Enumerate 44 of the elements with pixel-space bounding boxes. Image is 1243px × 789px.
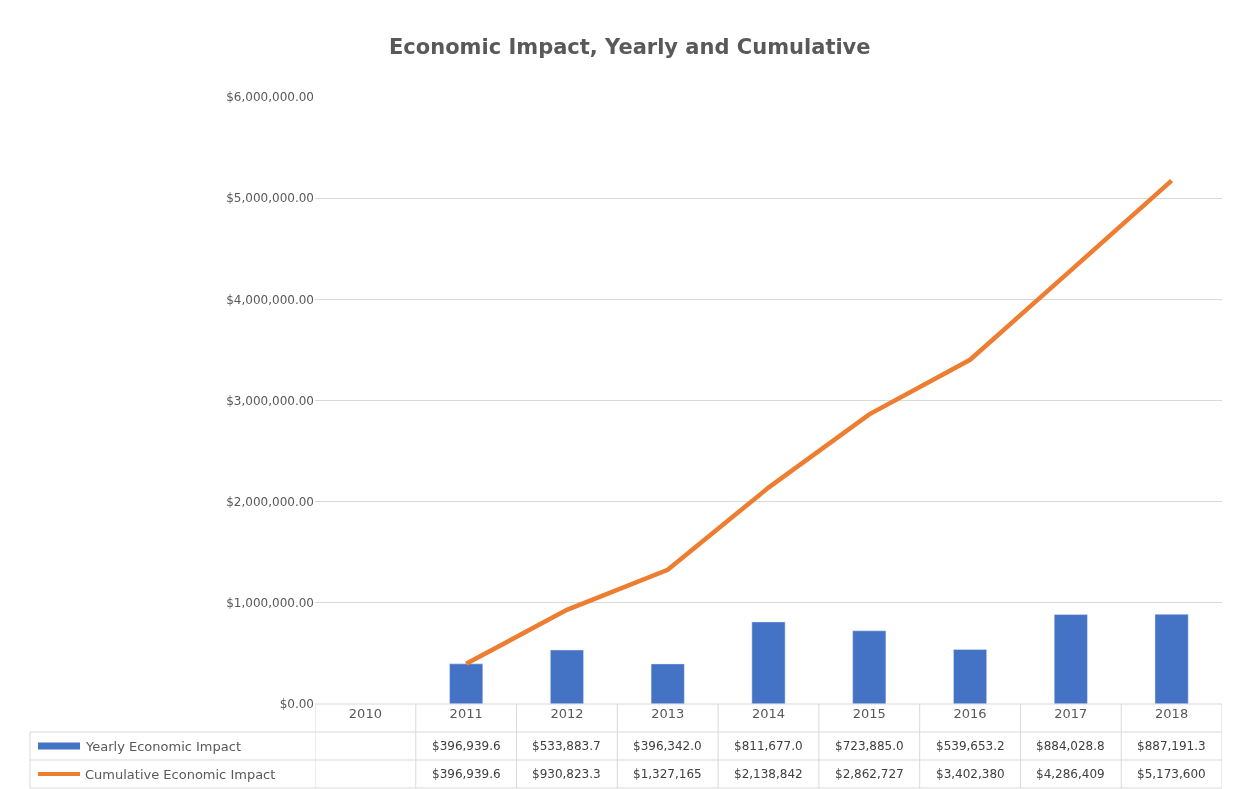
bar bbox=[650, 663, 685, 704]
bar bbox=[1053, 614, 1088, 704]
y-tick-label: $3,000,000.00 bbox=[226, 393, 314, 408]
data-label: $2,862,727 bbox=[835, 767, 904, 781]
chart-title: Economic Impact, Yearly and Cumulative bbox=[389, 35, 871, 59]
y-tick-label: $1,000,000.00 bbox=[226, 596, 314, 611]
x-tick-label: 2015 bbox=[852, 706, 886, 721]
x-tick-label: 2014 bbox=[751, 706, 786, 721]
data-label: $5,173,600 bbox=[1137, 767, 1206, 781]
data-label: $4,286,409 bbox=[1036, 767, 1105, 781]
data-label: $723,885.0 bbox=[835, 739, 904, 753]
bar bbox=[751, 621, 786, 704]
data-label: $930,823.3 bbox=[532, 767, 601, 781]
x-tick-label: 2016 bbox=[953, 706, 987, 721]
data-label: $533,883.7 bbox=[532, 739, 601, 753]
line-series bbox=[463, 178, 1174, 667]
y-tick-label: $2,000,000.00 bbox=[226, 494, 314, 509]
x-tick-label: 2010 bbox=[348, 706, 382, 721]
bar bbox=[550, 649, 584, 704]
x-tick-label: 2013 bbox=[651, 706, 685, 721]
data-label: $3,402,380 bbox=[936, 767, 1005, 781]
x-tick-label: 2018 bbox=[1155, 706, 1189, 721]
bar bbox=[852, 630, 887, 704]
data-label: $1,327,165 bbox=[633, 767, 702, 781]
bar bbox=[953, 649, 987, 704]
y-tick-label: $5,000,000.00 bbox=[226, 191, 314, 206]
y-tick-label: $6,000,000.00 bbox=[226, 90, 314, 105]
bar bbox=[449, 663, 484, 704]
x-tick-label: 2017 bbox=[1054, 706, 1088, 721]
x-tick-label: 2011 bbox=[449, 706, 483, 721]
x-tick-label: 2012 bbox=[550, 706, 584, 721]
legend-label: Cumulative Economic Impact bbox=[85, 767, 276, 782]
data-label: $811,677.0 bbox=[734, 739, 803, 753]
bar bbox=[1154, 614, 1189, 704]
data-label: $2,138,842 bbox=[734, 767, 803, 781]
data-label: $884,028.8 bbox=[1036, 739, 1105, 753]
data-label: $887,191.3 bbox=[1137, 739, 1206, 753]
y-tick-label: $0.00 bbox=[279, 697, 314, 712]
y-tick-label: $4,000,000.00 bbox=[226, 292, 314, 307]
data-label: $539,653.2 bbox=[936, 739, 1005, 753]
legend-label: Yearly Economic Impact bbox=[85, 739, 241, 754]
data-label: $396,939.6 bbox=[432, 739, 501, 753]
data-label: $396,342.0 bbox=[633, 739, 702, 753]
data-label: $396,939.6 bbox=[432, 767, 501, 781]
